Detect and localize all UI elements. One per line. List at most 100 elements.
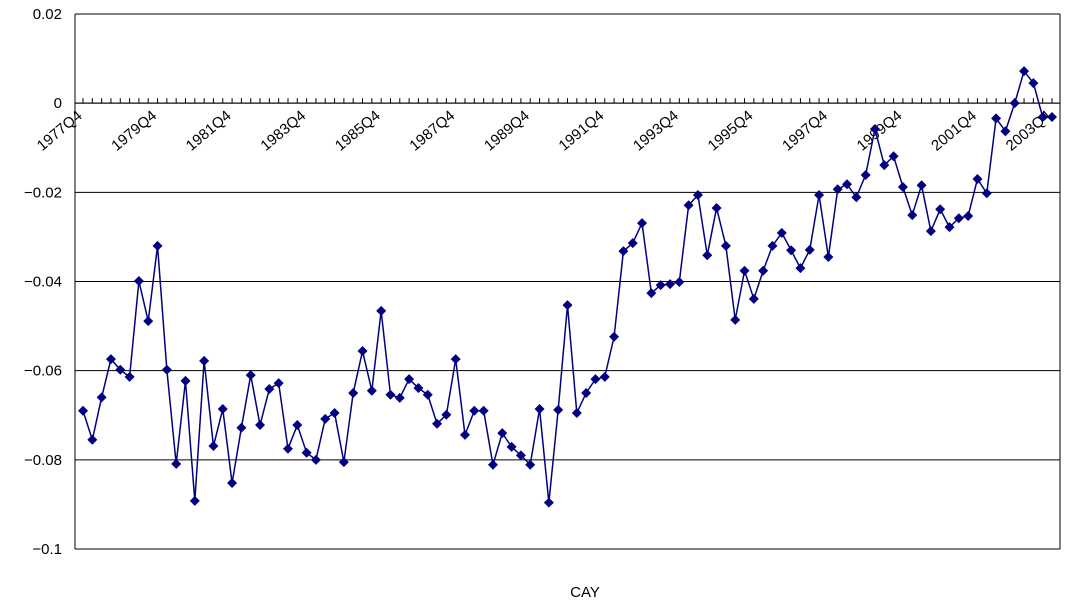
marker bbox=[115, 364, 126, 375]
marker bbox=[879, 160, 890, 171]
marker bbox=[245, 370, 256, 381]
marker bbox=[646, 288, 657, 299]
marker bbox=[637, 218, 648, 229]
marker bbox=[236, 422, 247, 433]
marker bbox=[105, 354, 116, 365]
marker bbox=[674, 276, 685, 287]
marker bbox=[208, 441, 219, 452]
marker bbox=[152, 240, 163, 251]
marker bbox=[394, 392, 405, 403]
marker bbox=[506, 441, 517, 452]
marker bbox=[720, 240, 731, 251]
x-tick-label: 1985Q4 bbox=[332, 107, 384, 154]
marker bbox=[320, 413, 331, 424]
marker bbox=[664, 279, 675, 290]
marker bbox=[497, 428, 508, 439]
marker bbox=[590, 374, 601, 385]
marker bbox=[469, 405, 480, 416]
marker bbox=[963, 210, 974, 221]
x-tick-label: 1983Q4 bbox=[257, 107, 309, 154]
marker bbox=[515, 450, 526, 461]
x-tick-label: 1979Q4 bbox=[108, 107, 160, 154]
y-tick-label: −0.04 bbox=[24, 274, 62, 291]
marker bbox=[255, 420, 266, 431]
marker bbox=[907, 210, 918, 221]
marker bbox=[767, 240, 778, 251]
x-tick-label: 2001Q4 bbox=[928, 107, 980, 154]
marker bbox=[832, 184, 843, 195]
marker bbox=[562, 300, 573, 311]
marker bbox=[1019, 66, 1030, 77]
marker bbox=[133, 276, 144, 287]
marker bbox=[301, 447, 312, 458]
marker bbox=[1028, 78, 1039, 89]
marker bbox=[348, 387, 359, 398]
marker bbox=[627, 238, 638, 249]
x-tick-label: 1995Q4 bbox=[705, 107, 757, 154]
marker bbox=[441, 409, 452, 420]
marker bbox=[609, 331, 620, 342]
marker bbox=[189, 495, 200, 506]
marker bbox=[1000, 126, 1011, 137]
marker bbox=[981, 188, 992, 199]
x-tick-label: 1991Q4 bbox=[556, 107, 608, 154]
marker bbox=[534, 404, 545, 415]
x-tick-label: 1987Q4 bbox=[406, 107, 458, 154]
marker bbox=[124, 371, 135, 382]
y-tick-label: −0.1 bbox=[32, 541, 62, 558]
marker bbox=[571, 408, 582, 419]
marker bbox=[376, 305, 387, 316]
marker bbox=[795, 263, 806, 274]
marker bbox=[450, 354, 461, 365]
marker bbox=[599, 371, 610, 382]
marker bbox=[581, 387, 592, 398]
marker bbox=[1009, 98, 1020, 109]
marker bbox=[543, 497, 554, 508]
x-tick-label: 1989Q4 bbox=[481, 107, 533, 154]
marker bbox=[525, 459, 536, 470]
marker bbox=[916, 180, 927, 191]
x-tick-label: 1977Q4 bbox=[34, 107, 86, 154]
x-tick-label: 1997Q4 bbox=[779, 107, 831, 154]
marker bbox=[478, 405, 489, 416]
marker bbox=[776, 227, 787, 238]
marker bbox=[273, 378, 284, 389]
y-tick-label: 0.02 bbox=[33, 6, 62, 23]
marker bbox=[553, 404, 564, 415]
marker bbox=[180, 375, 191, 386]
marker bbox=[1037, 111, 1048, 122]
marker bbox=[310, 454, 321, 465]
marker bbox=[143, 316, 154, 327]
marker bbox=[357, 346, 368, 357]
x-tick-label: 1981Q4 bbox=[183, 107, 235, 154]
marker bbox=[944, 222, 955, 233]
marker bbox=[897, 181, 908, 192]
x-tick-label: 1993Q4 bbox=[630, 107, 682, 154]
marker bbox=[366, 385, 377, 396]
marker bbox=[804, 244, 815, 255]
marker bbox=[487, 459, 498, 470]
marker bbox=[842, 179, 853, 190]
marker bbox=[814, 190, 825, 201]
marker bbox=[702, 250, 713, 261]
marker bbox=[972, 173, 983, 184]
marker bbox=[96, 392, 107, 403]
marker bbox=[851, 192, 862, 203]
x-axis-title: CAY bbox=[570, 584, 600, 601]
marker bbox=[758, 265, 769, 276]
marker bbox=[264, 383, 275, 394]
marker bbox=[869, 124, 880, 135]
marker bbox=[338, 457, 349, 468]
marker bbox=[711, 202, 722, 213]
marker bbox=[860, 169, 871, 180]
marker bbox=[199, 355, 210, 366]
marker bbox=[329, 408, 340, 419]
y-tick-label: −0.06 bbox=[24, 363, 62, 380]
y-tick-label: −0.02 bbox=[24, 184, 62, 201]
marker bbox=[171, 458, 182, 469]
marker bbox=[1047, 111, 1057, 122]
marker bbox=[953, 213, 964, 224]
marker bbox=[888, 151, 899, 162]
marker bbox=[385, 389, 396, 400]
